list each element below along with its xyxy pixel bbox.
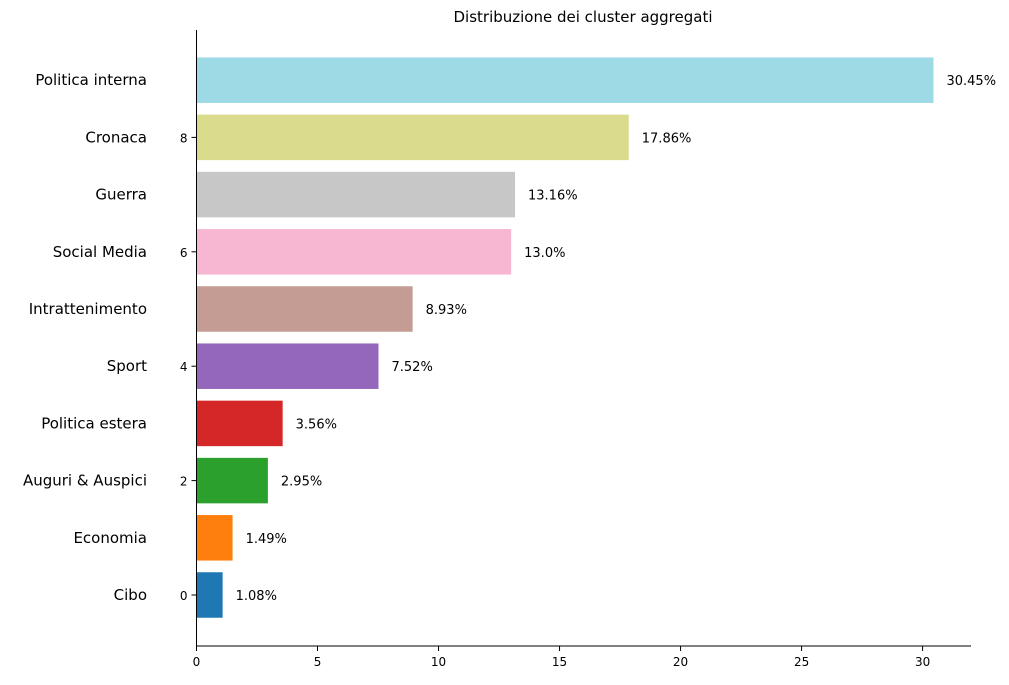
bar-sport — [196, 343, 379, 389]
category-label-guerra: Guerra — [95, 186, 147, 204]
value-label-cronaca: 17.86% — [642, 131, 692, 146]
x-tick-label-20: 20 — [673, 655, 688, 669]
category-label-intrattenimento: Intrattenimento — [29, 300, 147, 318]
x-tick-label-15: 15 — [552, 655, 567, 669]
value-label-economia: 1.49% — [246, 532, 287, 547]
value-label-auguri-auspici: 2.95% — [281, 475, 322, 490]
bar-cronaca — [196, 114, 629, 161]
category-label-auguri-auspici: Auguri & Auspici — [23, 472, 147, 490]
bar-social-media — [196, 229, 512, 275]
y-tick-label-6: 6 — [180, 246, 188, 260]
bar-economia — [196, 515, 233, 561]
chart-title: Distribuzione dei cluster aggregati — [453, 8, 712, 26]
value-label-sport: 7.52% — [392, 360, 433, 375]
category-label-politica-estera: Politica estera — [41, 414, 147, 432]
x-tick-label-30: 30 — [915, 655, 930, 669]
category-label-sport: Sport — [107, 357, 147, 375]
value-label-cibo: 1.08% — [236, 589, 277, 604]
value-label-social-media: 13.0% — [524, 246, 565, 261]
bar-auguri-auspici — [196, 457, 268, 504]
category-label-economia: Economia — [73, 529, 147, 547]
bar-cibo — [196, 572, 223, 618]
value-label-intrattenimento: 8.93% — [426, 303, 467, 318]
bar-guerra — [196, 171, 516, 218]
y-tick-label-2: 2 — [180, 475, 188, 489]
category-label-cibo: Cibo — [114, 586, 147, 604]
x-tick-label-0: 0 — [193, 655, 201, 669]
value-label-politica-estera: 3.56% — [296, 417, 337, 432]
labels-layer: 1.08% Cibo 1.49% Economia 2.95% Auguri & Ausp… — [23, 71, 996, 604]
bar-politica-interna — [196, 57, 934, 103]
bar-intrattenimento — [196, 286, 413, 332]
x-tick-label-25: 25 — [794, 655, 809, 669]
x-tick-label-5: 5 — [314, 655, 322, 669]
axes-layer: 0 2 4 6 8 0 5 10 15 20 25 30 — [180, 30, 971, 669]
category-label-politica-interna: Politica interna — [35, 71, 147, 89]
bar-politica-estera — [196, 400, 283, 447]
value-label-politica-interna: 30.45% — [946, 74, 996, 89]
y-tick-label-0: 0 — [180, 589, 188, 603]
category-label-cronaca: Cronaca — [85, 128, 147, 146]
bars-layer — [196, 57, 934, 618]
y-tick-label-8: 8 — [180, 131, 188, 145]
value-label-guerra: 13.16% — [528, 189, 578, 204]
x-tick-label-10: 10 — [431, 655, 446, 669]
y-tick-label-4: 4 — [180, 360, 188, 374]
category-label-social-media: Social Media — [53, 243, 147, 261]
